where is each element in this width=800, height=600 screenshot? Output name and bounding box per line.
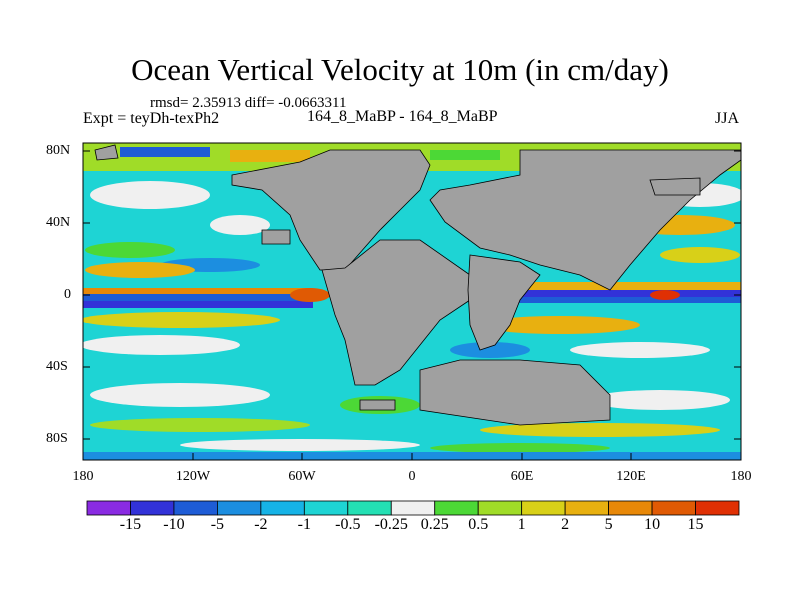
colorbar-swatch: [608, 500, 653, 516]
colorbar-swatch: [173, 500, 218, 516]
lon-tick-marks: [192, 453, 632, 460]
center-label: 164_8_MaBP - 164_8_MaBP: [307, 108, 498, 125]
colorbar-swatch: [695, 500, 740, 516]
colorbar-label: -0.25: [374, 516, 408, 533]
colorbar-swatch: [390, 500, 436, 516]
colorbar-label: -1: [297, 516, 311, 533]
colorbar-swatch: [434, 500, 479, 516]
colorbar-swatch: [651, 500, 696, 516]
colorbar-label: 0.25: [420, 516, 449, 533]
colorbar-label: -15: [119, 516, 142, 533]
colorbar-swatch: [130, 500, 175, 516]
colorbar-label: 10: [644, 516, 661, 533]
lon-label-120e: 120E: [616, 469, 646, 484]
lon-label-60e: 60E: [510, 469, 534, 484]
lon-label-60w: 60W: [288, 469, 316, 484]
experiment-label: Expt = teyDh-texPh2: [83, 110, 220, 127]
land: [94, 144, 741, 426]
colorbar: [86, 500, 740, 516]
page-title: Ocean Vertical Velocity at 10m (in cm/da…: [131, 52, 669, 87]
colorbar-label: -10: [163, 516, 185, 533]
lat-tick-marks: [83, 150, 741, 440]
lat-label-40n: 40N: [46, 215, 71, 230]
colorbar-swatch: [86, 500, 131, 516]
colorbar-label: -2: [254, 516, 268, 533]
colorbar-swatch: [477, 500, 523, 516]
lon-label-120w: 120W: [175, 469, 211, 484]
lat-label-40s: 40S: [46, 359, 68, 374]
stats-label: rmsd= 2.35913 diff= -0.0663311: [150, 95, 347, 111]
colorbar-swatch: [347, 500, 392, 516]
colorbar-label: 15: [687, 516, 704, 533]
colorbar-swatch: [521, 500, 566, 516]
colorbar-swatch: [216, 500, 262, 516]
lon-label-0: 0: [408, 469, 416, 484]
colorbar-label: -5: [210, 516, 225, 533]
colorbar-label: 0.5: [468, 516, 489, 533]
lat-label-80s: 80S: [46, 431, 68, 446]
colorbar-label: 2: [561, 516, 570, 533]
colorbar-swatch: [303, 500, 349, 516]
lat-label-0: 0: [64, 287, 71, 302]
lat-label-80n: 80N: [46, 143, 71, 158]
season-label: JJA: [715, 110, 740, 127]
colorbar-label: 1: [517, 516, 526, 533]
colorbar-swatch: [564, 500, 610, 516]
map-field: [83, 143, 741, 460]
colorbar-label: 5: [604, 516, 613, 533]
colorbar-label: -0.5: [335, 516, 361, 533]
lon-label-180w: 180: [72, 469, 94, 484]
colorbar-swatch: [260, 500, 305, 516]
lon-label-180e: 180: [730, 469, 752, 484]
